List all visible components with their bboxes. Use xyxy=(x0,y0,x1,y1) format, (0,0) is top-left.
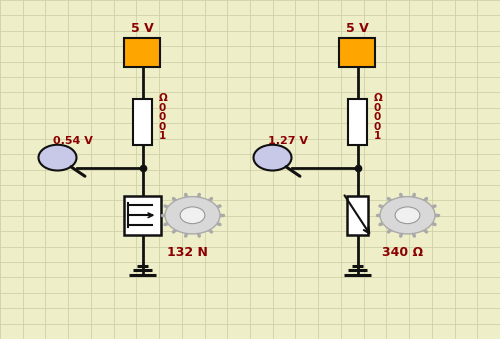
Bar xyxy=(340,38,376,67)
Bar xyxy=(133,99,152,145)
Text: Ω: Ω xyxy=(158,93,167,103)
Bar xyxy=(347,196,368,235)
Text: 0.54 V: 0.54 V xyxy=(52,136,92,146)
Circle shape xyxy=(180,207,205,224)
Text: 0: 0 xyxy=(374,112,381,122)
Circle shape xyxy=(380,197,435,234)
Text: 0: 0 xyxy=(158,103,166,113)
Text: 0: 0 xyxy=(374,103,381,113)
Text: 1.27 V: 1.27 V xyxy=(268,136,308,146)
Text: 0: 0 xyxy=(374,122,381,132)
Text: 0: 0 xyxy=(158,122,166,132)
Text: 5 V: 5 V xyxy=(131,22,154,35)
Bar xyxy=(348,99,367,145)
Circle shape xyxy=(38,145,76,171)
Bar xyxy=(124,196,161,235)
Circle shape xyxy=(165,197,220,234)
Text: 0: 0 xyxy=(158,112,166,122)
Text: 340 Ω: 340 Ω xyxy=(382,246,423,259)
Text: 132 N: 132 N xyxy=(167,246,208,259)
Text: Ω: Ω xyxy=(374,93,382,103)
Text: 5 V: 5 V xyxy=(346,22,369,35)
Circle shape xyxy=(254,145,292,171)
Circle shape xyxy=(395,207,420,224)
Text: 1: 1 xyxy=(374,131,381,141)
Text: 1: 1 xyxy=(158,131,166,141)
Bar xyxy=(124,38,160,67)
